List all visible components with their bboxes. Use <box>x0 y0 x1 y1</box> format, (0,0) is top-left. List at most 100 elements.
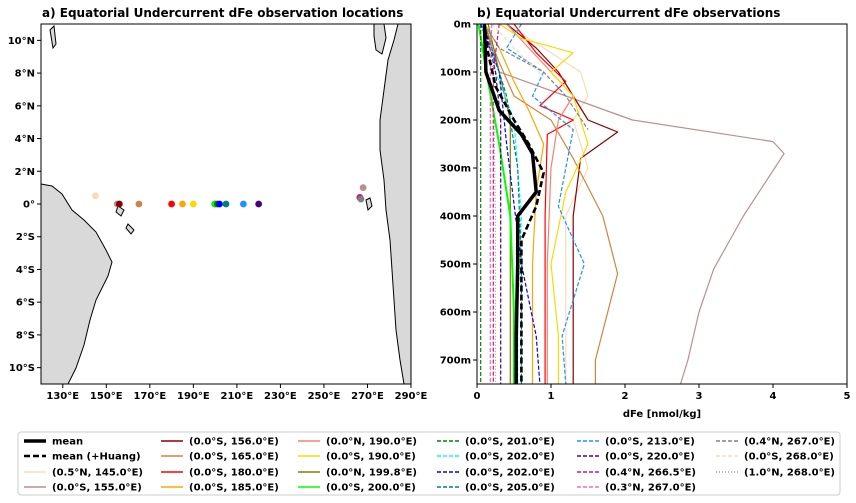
legend-label: (0.0°N, 190.0°E) <box>326 437 417 448</box>
profile-line <box>506 23 574 384</box>
legend-box <box>17 431 841 496</box>
profile-xtick-label: 2 <box>622 391 629 402</box>
legend: mean mean (+Huang) (0.5°N, 145.0°E) (0.0°S,… <box>17 431 841 496</box>
legend-label: (0.0°S, 220.0°E) <box>605 452 695 463</box>
station-marker <box>222 200 230 208</box>
profile-xtick-label: 4 <box>770 391 777 402</box>
profile-xtick-label: 0 <box>474 391 481 402</box>
map-xtick-label: 290°E <box>395 391 428 402</box>
profile-title: b) Equatorial Undercurrent dFe observati… <box>477 6 780 20</box>
profile-ytick-label: 400m <box>440 212 471 223</box>
profile-line <box>483 23 785 385</box>
profile-line <box>483 23 502 384</box>
profile-line <box>506 23 585 385</box>
profile-panel: b) Equatorial Undercurrent dFe observati… <box>440 6 851 420</box>
legend-label: (0.0°S, 155.0°E) <box>52 483 142 494</box>
legend-label: (0.0°S, 156.0°E) <box>189 437 279 448</box>
profile-line <box>506 23 619 384</box>
legend-label: (1.0°N, 268.0°E) <box>744 468 835 479</box>
map-ytick-label: 4°S <box>16 265 35 276</box>
profile-line <box>489 23 493 384</box>
profile-line <box>487 23 511 384</box>
station-marker <box>189 200 197 208</box>
map-xtick-label: 130°E <box>46 391 79 402</box>
station-marker <box>240 200 247 208</box>
profile-ytick-label: 600m <box>440 308 471 319</box>
map-xtick-label: 250°E <box>308 391 341 402</box>
map-ytick-label: 6°N <box>15 101 35 112</box>
map-xtick-label: 170°E <box>133 391 166 402</box>
profile-line <box>487 23 497 384</box>
land-south-america <box>379 23 412 385</box>
legend-label: (0.0°S, 202.0°E) <box>465 468 555 479</box>
map-xtick-label: 190°E <box>177 391 210 402</box>
map-ytick-label: 10°N <box>8 36 35 47</box>
map-ytick-label: 2°N <box>15 167 35 178</box>
station-marker <box>179 200 186 208</box>
profile-xtick-label: 3 <box>696 391 703 402</box>
station-markers <box>92 184 367 208</box>
map-xtick-label: 230°E <box>264 391 297 402</box>
land-masses <box>40 23 412 385</box>
land-bismarck <box>115 205 125 217</box>
profile-ytick-label: 100m <box>440 68 471 79</box>
profile-xlabel: dFe [nmol/kg] <box>623 409 701 420</box>
map-xtick-label: 210°E <box>221 391 254 402</box>
profile-xtick-label: 1 <box>548 391 555 402</box>
profile-line <box>491 23 545 78</box>
profile-ytick-label: 200m <box>440 116 471 127</box>
map-title: a) Equatorial Undercurrent dFe observati… <box>42 6 403 20</box>
map-panel: a) Equatorial Undercurrent dFe observati… <box>8 6 428 402</box>
profile-axes: 0 1 2 3 4 5 0m 100m 200m 300m 400m 500m 600m 700m <box>440 20 851 403</box>
map-ytick-label: 8°N <box>15 69 35 80</box>
legend-label: (0.5°N, 145.0°E) <box>52 468 143 479</box>
station-marker <box>92 192 99 200</box>
legend-label: mean <box>52 437 83 448</box>
profile-line <box>483 23 545 384</box>
profile-line <box>483 23 619 384</box>
map-ytick-label: 10°S <box>9 363 35 374</box>
legend-label: (0.0°S, 205.0°E) <box>465 483 555 494</box>
profile-ytick-label: 700m <box>440 356 471 367</box>
profile-ytick-label: 300m <box>440 164 471 175</box>
station-marker <box>168 200 175 208</box>
legend-label: (0.4°N, 267.0°E) <box>744 437 835 448</box>
land-galapagos <box>365 197 373 212</box>
map-ytick-label: 0° <box>23 200 35 211</box>
legend-label: (0.0°S, 165.0°E) <box>189 452 279 463</box>
legend-label: (0.0°S, 180.0°E) <box>189 468 279 479</box>
station-marker <box>359 184 367 192</box>
station-marker <box>135 200 143 208</box>
profile-ytick-label: 0m <box>454 20 471 31</box>
legend-label: (0.0°S, 185.0°E) <box>189 483 279 494</box>
profile-xtick-label: 5 <box>844 391 851 402</box>
profile-ytick-label: 500m <box>440 260 471 271</box>
profile-line <box>506 23 589 384</box>
map-ytick-label: 2°S <box>16 232 35 243</box>
land-solomon <box>125 223 135 235</box>
profile-lines <box>477 23 785 385</box>
legend-label: mean (+Huang) <box>52 452 141 463</box>
land-philippines <box>49 24 57 50</box>
profile-line <box>482 23 538 384</box>
profile-line <box>480 23 541 385</box>
legend-label: (0.4°N, 266.5°E) <box>605 468 696 479</box>
legend-label: (0.0°S, 213.0°E) <box>605 437 695 448</box>
map-axes: 130°E 150°E 170°E 190°E 210°E 230°E 250°E 270°E… <box>8 36 428 402</box>
profile-line <box>492 23 500 384</box>
profile-line <box>498 23 589 384</box>
legend-label: (0.0°S, 202.0°E) <box>465 452 555 463</box>
profile-line <box>483 23 545 384</box>
map-xtick-label: 270°E <box>351 391 384 402</box>
legend-label: (0.0°N, 199.8°E) <box>326 468 417 479</box>
legend-label: (0.0°S, 200.0°E) <box>326 483 416 494</box>
legend-label: (0.3°N, 267.0°E) <box>605 483 696 494</box>
profile-line <box>483 23 589 130</box>
legend-label: (0.0°S, 190.0°E) <box>326 452 416 463</box>
legend-items: mean mean (+Huang) (0.5°N, 145.0°E) (0.0°S,… <box>24 437 835 494</box>
station-marker <box>357 195 365 203</box>
station-marker <box>115 200 123 208</box>
station-marker <box>216 200 223 208</box>
profile-frame <box>476 23 848 385</box>
